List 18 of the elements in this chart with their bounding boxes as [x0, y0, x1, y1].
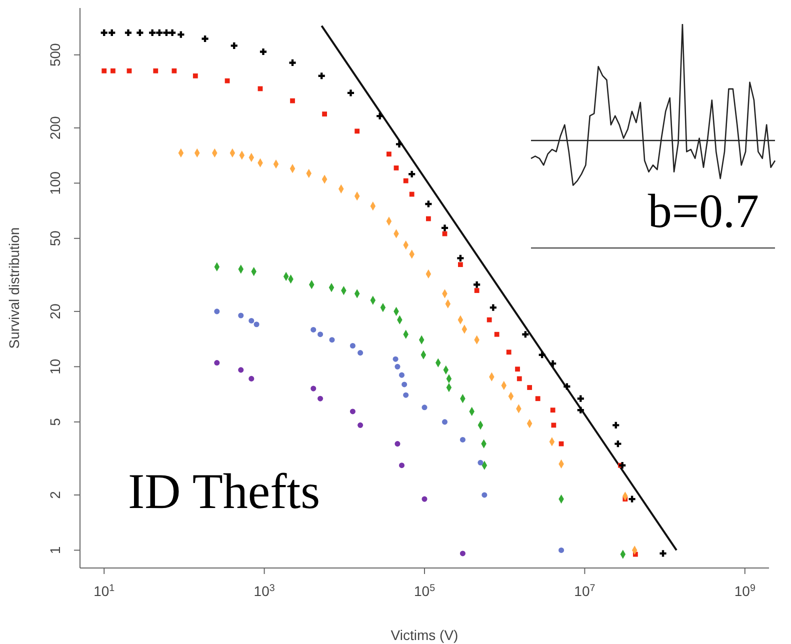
y-axis-title: Survival distribution [6, 227, 22, 349]
y-tick-label: 20 [47, 303, 63, 320]
x-tick-label: 10$^{7}$ [574, 582, 596, 599]
annotation: ID Thefts [128, 462, 320, 520]
y-tick-label: 5 [47, 418, 63, 426]
y-tick-label: 50 [47, 230, 63, 246]
x-tick-label: 10$^{9}$ [734, 582, 756, 599]
y-tick-label: 1 [47, 546, 63, 554]
y-tick-label: 10 [47, 358, 63, 374]
y-tick-label: 2 [47, 490, 63, 499]
y-tick-label: 100 [47, 171, 63, 195]
y-tick-label: 500 [47, 42, 63, 67]
y-tick-label: 200 [47, 116, 63, 140]
x-axis-title: Victims (V) [390, 627, 458, 643]
x-tick-label: 10$^{3}$ [254, 582, 276, 599]
annotation: b=0.7 [648, 185, 759, 238]
x-tick-label: 10$^{1}$ [94, 582, 115, 599]
x-tick-label: 10$^{5}$ [414, 582, 436, 599]
